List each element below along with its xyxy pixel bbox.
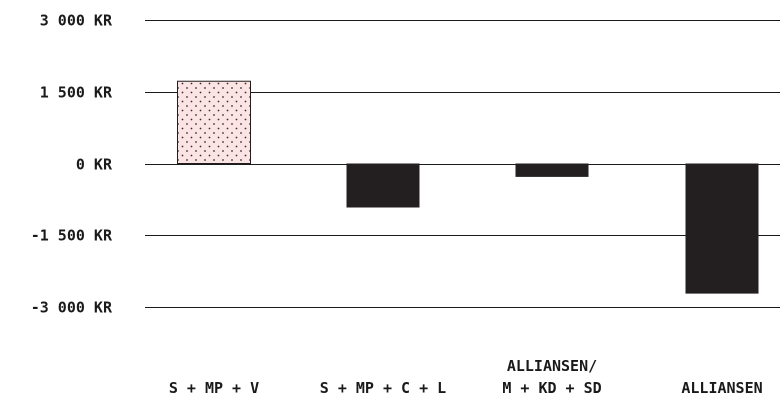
bar — [685, 163, 759, 294]
bar — [177, 80, 251, 164]
bars — [177, 80, 759, 294]
y-tick-label: 1 500 KR — [40, 84, 113, 102]
x-category-label: ALLIANSEN/ — [507, 357, 597, 375]
x-category-label: M + KD + SD — [502, 379, 601, 397]
y-tick-label: -1 500 KR — [31, 227, 113, 245]
y-tick-label: 3 000 KR — [40, 12, 113, 30]
bar — [515, 163, 589, 177]
x-category-label: S + MP + C + L — [320, 379, 446, 397]
y-tick-label: 0 KR — [76, 156, 113, 174]
x-category-label: S + MP + V — [169, 379, 259, 397]
y-tick-label: -3 000 KR — [31, 299, 113, 317]
x-category-label: ALLIANSEN — [681, 379, 762, 397]
x-axis-category-labels: S + MP + V S + MP + C + L ALLIANSEN/M + KD… — [169, 357, 763, 397]
y-axis-tick-labels: 3 000 KR 1 500 KR 0 KR -1 500 KR -3 000 KR — [31, 12, 113, 317]
bar — [346, 163, 420, 208]
